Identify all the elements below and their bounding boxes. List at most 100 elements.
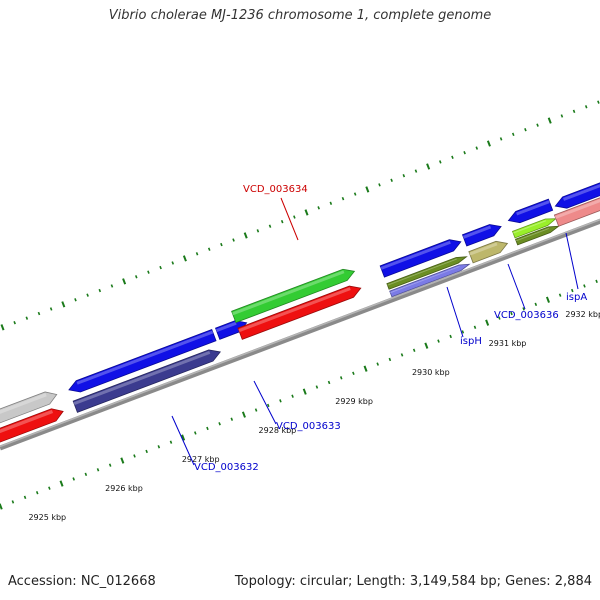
inner-tick (473, 325, 477, 329)
inner-tick-marks (0, 279, 598, 510)
inner-tick (498, 316, 501, 320)
outer-tick (280, 219, 284, 224)
salmon-gene-far-right-shine (554, 199, 600, 219)
blue-gene-upper-right-body (461, 224, 502, 247)
gray-gene-shine (0, 393, 47, 414)
inner-tick (230, 417, 234, 421)
leader-line (253, 380, 277, 425)
outer-tick (499, 137, 503, 141)
olive-gene-isph-shine (387, 258, 457, 286)
outer-tick (414, 169, 418, 173)
inner-tick (241, 411, 246, 418)
inner-tick (595, 279, 598, 284)
inner-tick (571, 288, 574, 293)
green-gene-3634 (231, 268, 356, 324)
outer-tick (475, 146, 479, 150)
gene-label: VCD_003633 (276, 421, 341, 432)
tick-label: 2930 kbp (412, 368, 450, 377)
blue-gene-far-right (507, 198, 554, 224)
inner-tick (339, 376, 343, 380)
leader-line (565, 232, 579, 290)
inner-tick (485, 319, 490, 326)
outer-tick (134, 275, 138, 279)
outer-tick (390, 178, 393, 182)
outer-tick (365, 186, 370, 193)
outer-tick (463, 151, 466, 155)
outer-tick (378, 183, 381, 187)
inner-tick (400, 353, 404, 357)
blue-gene-3633-shine (215, 321, 237, 333)
red-gene-3634 (237, 285, 362, 340)
tick-label: 2929 kbp (335, 397, 373, 406)
inner-tick (315, 385, 319, 389)
outer-tick (49, 307, 53, 311)
inner-tick (218, 422, 221, 426)
leader-line (280, 197, 299, 241)
outer-tick (317, 206, 320, 210)
olive-gene-ispa-shine (515, 228, 549, 242)
blue-gene-upper-right (461, 224, 502, 247)
inner-tick (363, 365, 368, 372)
tick-label: 2932 kbp (565, 310, 600, 319)
outer-tick (329, 201, 333, 205)
inner-tick (254, 408, 258, 412)
inner-tick (145, 449, 148, 454)
outer-tick (220, 242, 223, 247)
inner-tick (279, 399, 282, 403)
lavender-gene-isph-shine (390, 266, 460, 294)
outer-tick (293, 215, 296, 219)
gray-gene-body (0, 391, 58, 424)
inner-tick (23, 495, 27, 500)
red-gene-left-shine (0, 409, 54, 434)
outer-tick (511, 132, 515, 137)
blue-gene-upper-right-shine (462, 225, 492, 239)
tick-labels: 2925 kbp 2926 kbp 2927 kbp 2928 kbp 2929 kbp… (28, 310, 600, 522)
outer-tick (341, 196, 345, 201)
blue-gene-isph-upper (379, 239, 462, 278)
lavender-gene-isph (389, 263, 471, 298)
outer-tick (25, 316, 29, 320)
outer-tick (451, 155, 454, 159)
khaki-gene-3636-shine (469, 242, 498, 256)
inner-tick (412, 348, 416, 352)
leader-line (507, 263, 526, 310)
red-gene-left (0, 408, 64, 443)
red-gene-left-body (0, 408, 64, 443)
outer-tick (86, 293, 89, 297)
inner-tick (133, 454, 136, 458)
inner-tick (437, 339, 440, 343)
outer-tick (256, 229, 260, 233)
blue-gene-3632-shine (76, 330, 214, 385)
tick-label: 2931 kbp (489, 339, 527, 348)
outer-tick (195, 252, 199, 256)
inner-tick (0, 503, 3, 510)
red-gene-3634-body (237, 285, 362, 340)
outer-tick (268, 224, 272, 228)
outer-tick (560, 114, 564, 118)
inner-tick (157, 445, 161, 449)
genome-summary-text: Topology: circular; Length: 3,149,584 bp… (234, 574, 592, 589)
outer-tick (572, 109, 576, 114)
gene-label: VCD_003634 (243, 184, 308, 195)
map-title: Vibrio cholerae MJ-1236 chromosome 1, co… (108, 8, 492, 23)
outer-tick (13, 321, 16, 325)
outer-tick (547, 117, 552, 124)
chromosome-backbone (0, 218, 600, 451)
blue-gene-far-right-2-shine (562, 184, 600, 201)
outer-tick (182, 255, 187, 262)
outer-tick (74, 298, 77, 302)
blue-gene-3632 (68, 328, 217, 393)
outer-tick (98, 288, 102, 293)
inner-tick (522, 307, 525, 311)
lime-gene-ispa (511, 218, 557, 239)
inner-tick (302, 388, 307, 395)
tick-label: 2927 kbp (182, 455, 220, 464)
inner-tick (120, 457, 125, 464)
gene-label: VCD_003632 (194, 462, 259, 473)
inner-tick (534, 302, 538, 307)
inner-tick (181, 434, 186, 441)
outer-tick (486, 140, 491, 147)
inner-tick (266, 403, 270, 408)
olive-gene-isph-body (386, 256, 468, 290)
